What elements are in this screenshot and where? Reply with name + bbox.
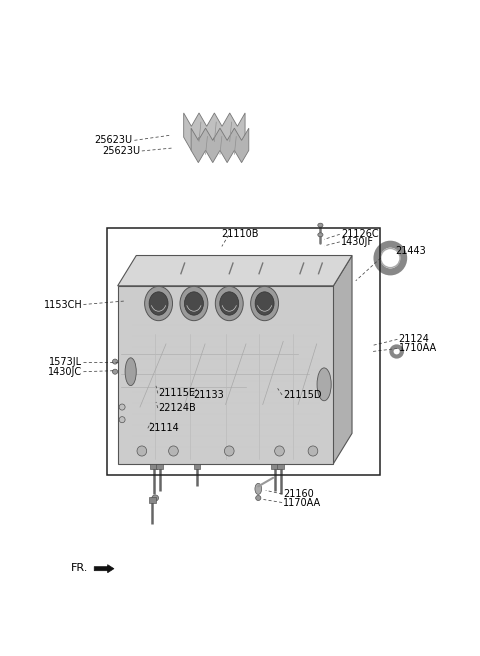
Text: 1573JL: 1573JL — [49, 357, 83, 367]
Polygon shape — [118, 286, 334, 464]
Text: 1153CH: 1153CH — [44, 300, 83, 310]
Text: 21126C: 21126C — [341, 230, 379, 239]
Bar — [149, 497, 156, 502]
Text: 21443: 21443 — [395, 247, 426, 256]
Bar — [193, 464, 200, 468]
Ellipse shape — [125, 358, 136, 386]
Text: FR.: FR. — [71, 563, 88, 573]
Ellipse shape — [255, 292, 274, 315]
Ellipse shape — [308, 446, 318, 456]
Bar — [107, 228, 380, 475]
Polygon shape — [334, 256, 352, 464]
Ellipse shape — [119, 417, 125, 422]
Ellipse shape — [137, 446, 147, 456]
Text: 1170AA: 1170AA — [283, 498, 321, 508]
Text: 1430JC: 1430JC — [48, 367, 83, 377]
Ellipse shape — [255, 483, 262, 495]
Ellipse shape — [318, 233, 323, 237]
Polygon shape — [184, 113, 245, 150]
Text: 22124B: 22124B — [158, 403, 196, 413]
Bar — [277, 464, 284, 468]
Text: 21160: 21160 — [283, 489, 314, 499]
Ellipse shape — [220, 292, 239, 315]
Ellipse shape — [168, 446, 178, 456]
Ellipse shape — [318, 223, 323, 227]
Ellipse shape — [180, 286, 208, 321]
Text: 21110B: 21110B — [222, 230, 259, 239]
Text: 1430JF: 1430JF — [341, 237, 374, 247]
Ellipse shape — [216, 286, 243, 321]
Ellipse shape — [317, 368, 331, 401]
Text: 21115E: 21115E — [158, 388, 195, 398]
Text: 21114: 21114 — [148, 423, 180, 433]
Bar — [156, 464, 163, 468]
Ellipse shape — [112, 369, 118, 374]
Text: 21115D: 21115D — [283, 390, 322, 400]
Polygon shape — [191, 128, 249, 163]
Text: 25623U: 25623U — [102, 146, 140, 156]
Text: 1710AA: 1710AA — [398, 344, 437, 354]
Ellipse shape — [149, 292, 168, 315]
Bar — [150, 464, 157, 468]
Ellipse shape — [256, 495, 261, 501]
Ellipse shape — [144, 286, 172, 321]
Ellipse shape — [275, 446, 284, 456]
Ellipse shape — [112, 359, 118, 364]
Polygon shape — [94, 565, 114, 573]
Ellipse shape — [119, 404, 125, 410]
Ellipse shape — [251, 286, 278, 321]
Polygon shape — [118, 256, 352, 286]
Bar — [271, 464, 279, 468]
Ellipse shape — [184, 292, 204, 315]
Ellipse shape — [225, 446, 234, 456]
Text: 21124: 21124 — [398, 335, 430, 344]
Text: 25623U: 25623U — [95, 135, 132, 146]
Text: 21133: 21133 — [193, 390, 224, 400]
Ellipse shape — [152, 495, 158, 501]
